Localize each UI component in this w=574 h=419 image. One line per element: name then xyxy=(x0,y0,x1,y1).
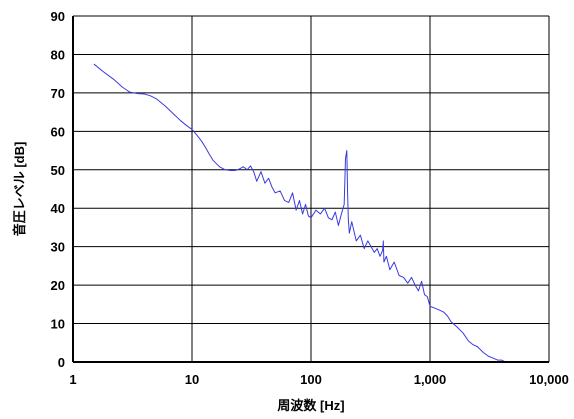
y-tick-label: 20 xyxy=(51,278,65,293)
y-tick-label: 70 xyxy=(51,86,65,101)
x-tick-label: 100 xyxy=(300,372,322,387)
x-tick-label: 10,000 xyxy=(529,372,569,387)
y-tick-label: 50 xyxy=(51,163,65,178)
x-axis-title: 周波数 [Hz] xyxy=(277,398,344,413)
y-tick-label: 90 xyxy=(51,9,65,24)
series-line xyxy=(93,63,509,363)
axes xyxy=(72,16,549,363)
grid-lines xyxy=(73,15,550,362)
y-tick-label: 40 xyxy=(51,201,65,216)
y-tick-label: 60 xyxy=(51,124,65,139)
x-tick-label: 10 xyxy=(185,372,199,387)
y-tick-label: 10 xyxy=(51,317,65,332)
y-axis-title: 音圧レベル [dB] xyxy=(12,142,27,237)
y-tick-label: 30 xyxy=(51,240,65,255)
tick-labels: 0 10 20 30 40 50 60 70 80 90 1 10 100 1,000 10,000 xyxy=(51,9,569,387)
x-tick-label: 1 xyxy=(69,372,76,387)
x-tick-label: 1,000 xyxy=(414,372,447,387)
series-layer xyxy=(93,63,509,363)
y-tick-label: 80 xyxy=(51,47,65,62)
y-tick-label: 0 xyxy=(58,355,65,370)
